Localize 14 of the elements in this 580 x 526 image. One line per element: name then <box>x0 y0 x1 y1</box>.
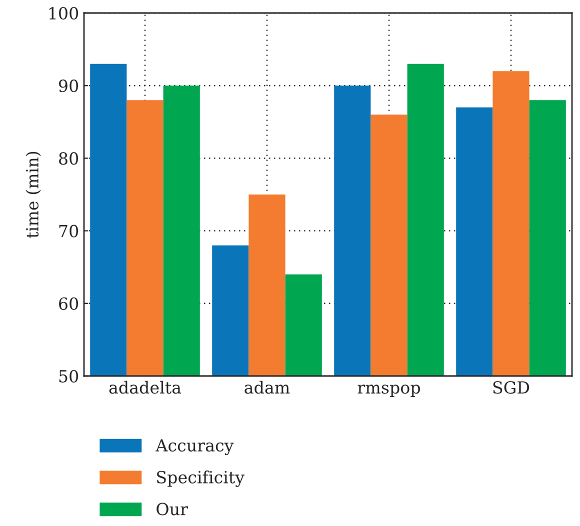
y-tick-label: 90 <box>58 80 78 92</box>
x-tick-label: rmspop <box>358 384 420 397</box>
y-tick-label: 60 <box>59 297 78 310</box>
legend-label: Specificity <box>157 470 245 487</box>
y-tick-label: 80 <box>59 152 78 165</box>
x-tick-label: SGD <box>493 381 530 394</box>
legend-label: Accuracy <box>156 439 234 456</box>
y-axis-title: time (min) <box>26 152 41 238</box>
x-tick-label: adam <box>244 380 290 394</box>
y-tick-label: 100 <box>49 6 78 20</box>
legend-label: Our <box>156 502 188 516</box>
x-tick-label: adadelta <box>109 380 182 394</box>
y-tick-label: 70 <box>59 224 78 238</box>
y-tick-label: 50 <box>59 370 78 383</box>
